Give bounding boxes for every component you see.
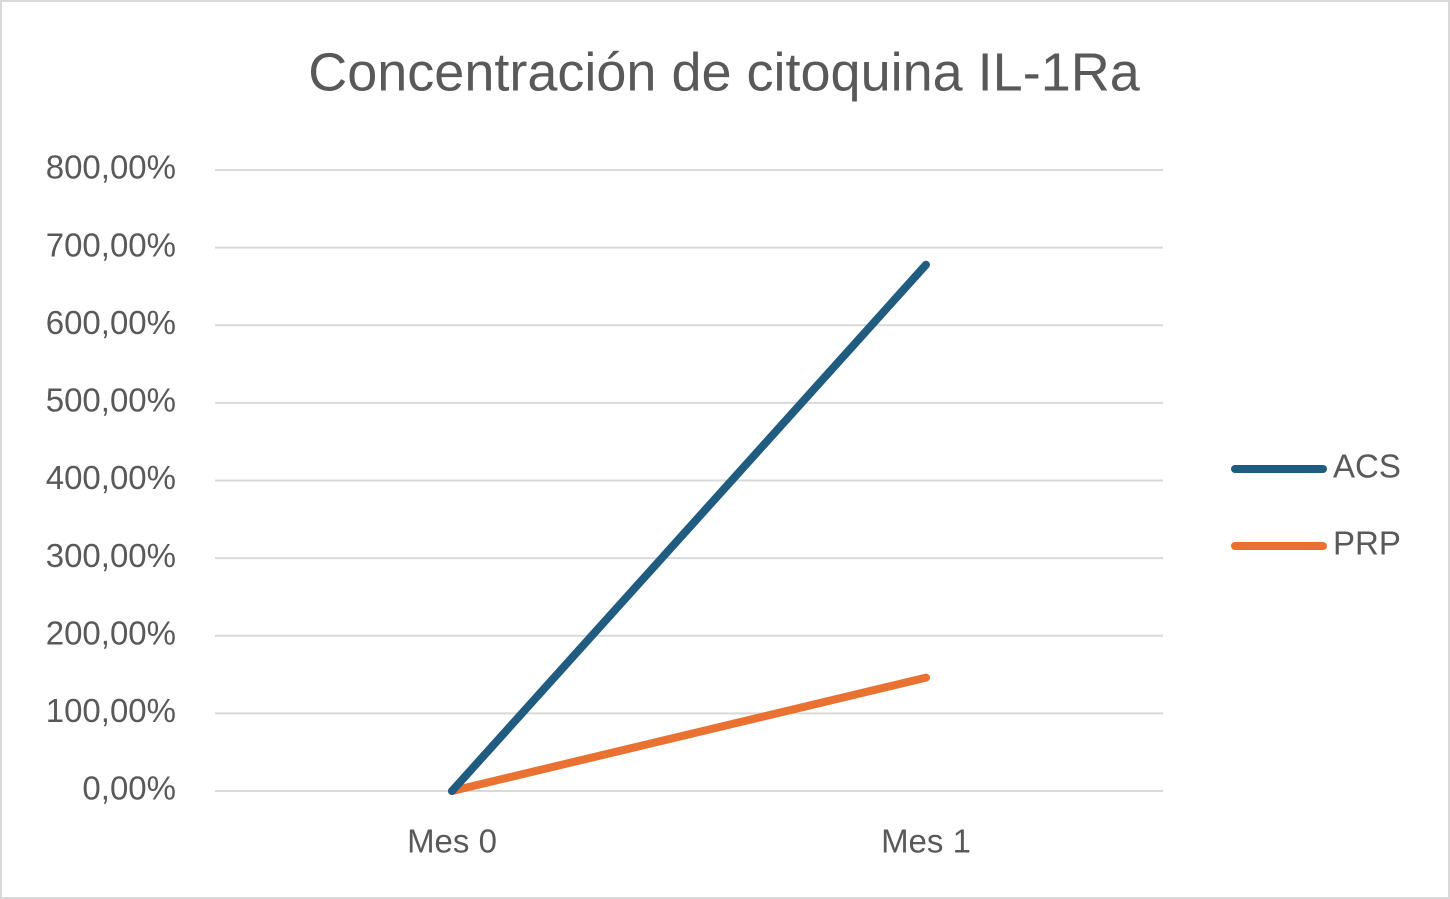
y-tick-label: 0,00% (82, 770, 176, 807)
series-line (448, 673, 930, 795)
x-tick-label: Mes 0 (407, 823, 497, 860)
y-tick-label: 400,00% (46, 459, 176, 496)
series-line (448, 260, 930, 795)
legend-label: PRP (1333, 525, 1401, 562)
x-tick-label: Mes 1 (881, 823, 971, 860)
y-tick-label: 700,00% (46, 226, 176, 263)
y-tick-label: 600,00% (46, 304, 176, 341)
y-tick-label: 200,00% (46, 614, 176, 651)
y-tick-label: 800,00% (46, 149, 176, 186)
y-tick-label: 500,00% (46, 382, 176, 419)
y-tick-label: 100,00% (46, 692, 176, 729)
legend-label: ACS (1333, 448, 1401, 485)
chart-title: Concentración de citoquina IL-1Ra (308, 42, 1140, 102)
y-tick-label: 300,00% (46, 537, 176, 574)
